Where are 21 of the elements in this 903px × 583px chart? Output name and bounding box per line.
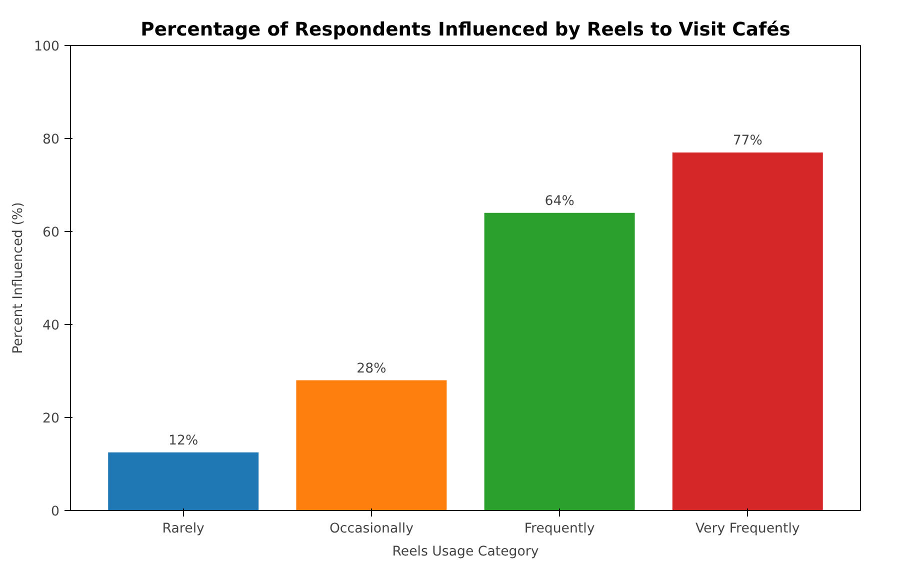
y-axis-title: Percent Influenced (%) [11, 202, 26, 354]
x-tick-label: Frequently [524, 522, 595, 536]
bar [484, 212, 635, 510]
y-tick-label: 40 [42, 318, 60, 334]
x-tick-label: Rarely [162, 522, 205, 536]
data-label: 12% [168, 433, 198, 448]
chart-title: Percentage of Respondents Influenced by Reels to Visit Cafés [140, 20, 790, 40]
y-tick-label: 100 [34, 40, 60, 54]
data-label: 28% [356, 361, 386, 376]
x-tick-label: Occasionally [329, 522, 414, 536]
y-tick-label: 60 [42, 226, 60, 240]
y-tick-label: 0 [51, 504, 60, 520]
bar [108, 452, 259, 510]
bar [296, 380, 447, 510]
data-label: 77% [732, 133, 762, 148]
y-tick-label: 80 [42, 132, 60, 148]
bar [672, 152, 823, 510]
x-axis-title: Reels Usage Category [392, 544, 539, 560]
x-tick-label: Very Frequently [695, 522, 800, 536]
y-tick-label: 20 [42, 412, 60, 426]
data-label: 64% [544, 194, 574, 209]
